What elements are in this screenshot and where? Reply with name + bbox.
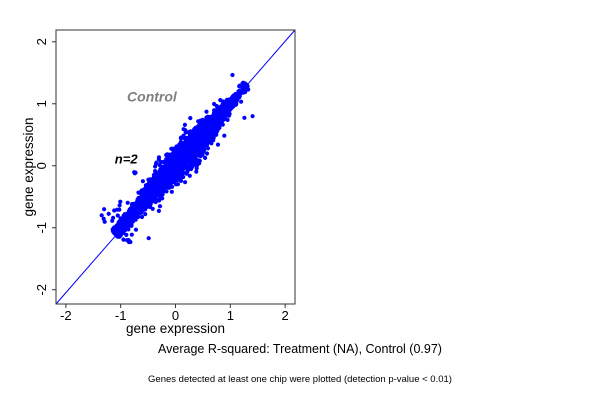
x-tick-label: 0: [172, 308, 179, 323]
y-tick-label: 1: [34, 100, 49, 107]
annotation-n-chips-label: n=2: [115, 151, 139, 166]
scatter-points-cloud: [99, 72, 255, 245]
x-tick-label: -1: [115, 308, 127, 323]
y-tick-label: -1: [34, 222, 49, 234]
r-squared-caption: Average R-squared: Treatment (NA), Contr…: [158, 342, 442, 356]
y-tick-label: 0: [34, 162, 49, 169]
x-tick-label: 2: [282, 308, 289, 323]
y-axis-title: gene expression: [21, 117, 36, 216]
detection-note-caption: Genes detected at least one chip were pl…: [148, 374, 452, 385]
y-tick-label: 2: [34, 38, 49, 45]
annotation-control-series-label: Control: [127, 88, 178, 104]
y-tick-label: -2: [34, 284, 49, 296]
x-axis-title: gene expression: [126, 321, 225, 336]
x-tick-label: -2: [60, 308, 72, 323]
x-tick-label: 1: [227, 308, 234, 323]
